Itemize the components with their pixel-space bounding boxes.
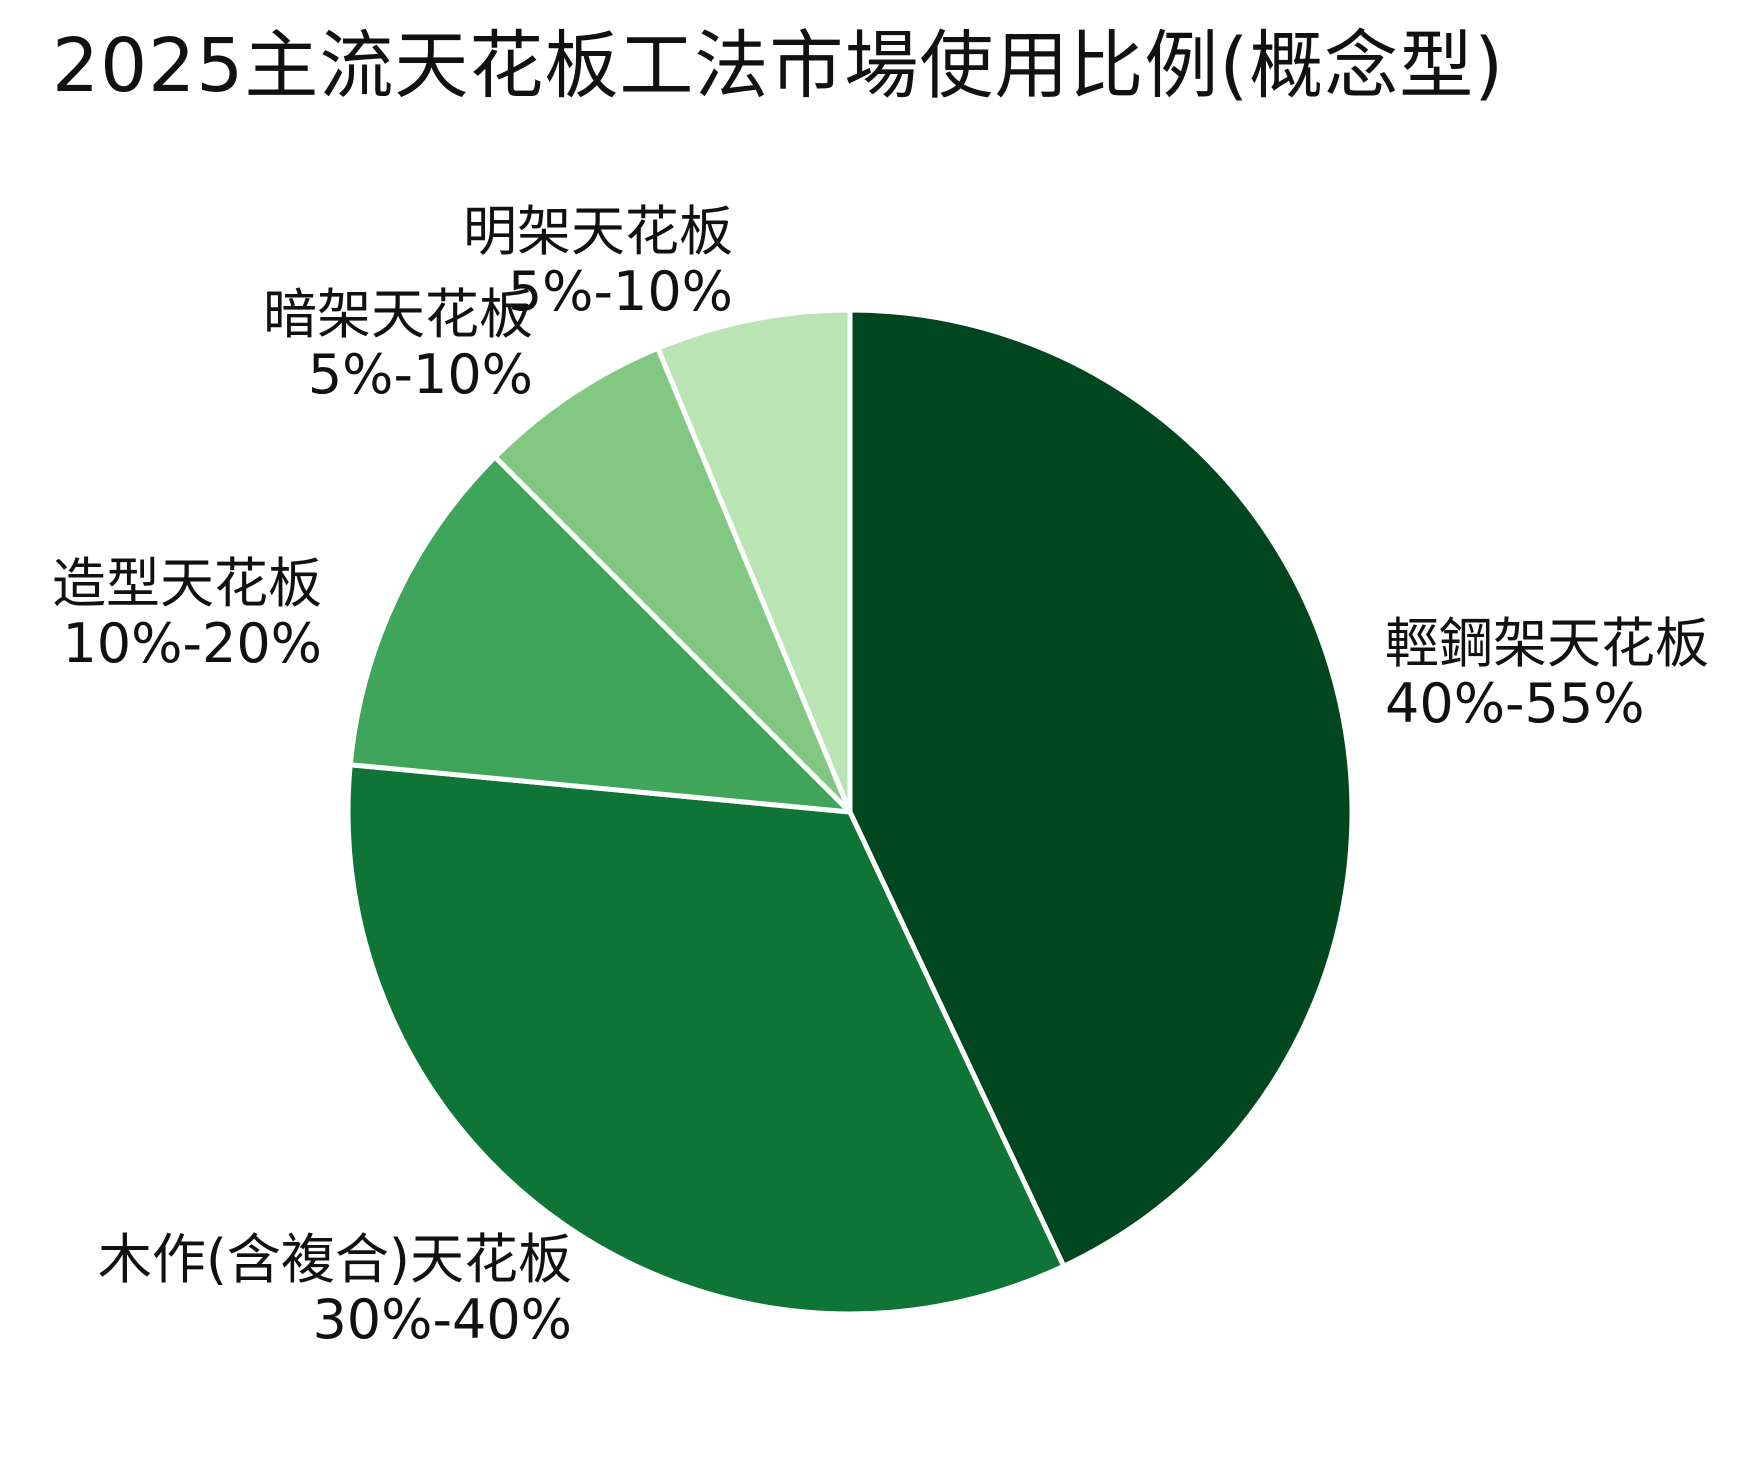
slice-label-range: 5%-10% (308, 343, 533, 406)
pie-slice (847, 307, 1355, 1269)
slice-label-range: 5%-10% (508, 260, 733, 323)
slice-label-name: 輕鋼架天花板 (1385, 612, 1709, 675)
pie-slice (345, 762, 1067, 1317)
slice-label-name: 明架天花板 (463, 200, 733, 263)
slice-label-range: 10%-20% (62, 612, 322, 675)
pie-slice (347, 454, 853, 815)
slice-label-name: 木作(含複合)天花板 (98, 1228, 572, 1291)
pie-slice (655, 307, 853, 815)
chart-title: 2025主流天花板工法市場使用比例(概念型) (52, 23, 1505, 109)
slice-label-name: 暗架天花板 (263, 283, 533, 346)
slice-label-range: 40%-55% (1385, 672, 1645, 735)
slice-label-name: 造型天花板 (52, 552, 322, 615)
slice-label-range: 30%-40% (312, 1288, 572, 1351)
pie-slice (492, 345, 853, 815)
